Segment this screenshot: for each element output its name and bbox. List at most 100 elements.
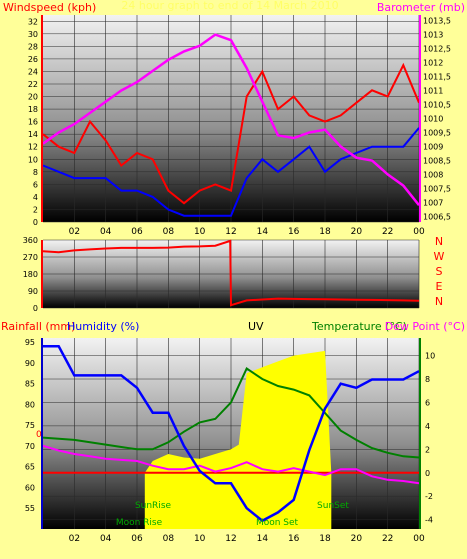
humidity-tick: 55 (25, 504, 35, 513)
x-tick-label: 14 (257, 227, 269, 237)
temperature-tick: 2 (425, 445, 430, 454)
temperature-tick: 6 (425, 398, 430, 407)
x-tick-label: 08 (163, 534, 175, 544)
wind-pressure-gridlines (43, 15, 420, 223)
x-tick-label: 06 (131, 227, 143, 237)
windspeed-tick: 20 (28, 93, 38, 102)
temperature-tick: 8 (425, 375, 430, 384)
barometer-tick: 1013,5 (423, 17, 451, 26)
barometer-tick: 1007,5 (423, 184, 451, 193)
windspeed-axis-label: Windspeed (kph) (3, 1, 96, 14)
x-tick-label: 12 (225, 534, 236, 544)
degree-tick: 0 (33, 304, 38, 313)
windspeed-tick: 10 (28, 155, 38, 164)
x-tick-label: 02 (69, 227, 80, 237)
degree-tick: 360 (23, 236, 38, 245)
windspeed-tick: 12 (28, 143, 38, 152)
sunrise-marker: SunRise (135, 501, 172, 511)
barometer-axis-label: Barometer (mb) (377, 1, 465, 14)
x-tick-label: 04 (100, 534, 112, 544)
barometer-tick: 1012 (423, 59, 443, 68)
windspeed-tick: 28 (28, 42, 38, 51)
x-tick-label: 18 (319, 227, 331, 237)
x-tick-label: 20 (351, 227, 363, 237)
barometer-tick: 1006,5 (423, 212, 451, 221)
temperature-tick-labels: -4 -2 0 2 4 6 8 10 (425, 352, 435, 525)
uv-area (144, 350, 332, 529)
compass-label: N (435, 235, 443, 248)
x-tick-label: 00 (413, 227, 425, 237)
x-tick-label: 16 (288, 227, 300, 237)
humidity-line (43, 345, 420, 523)
degree-tick: 90 (28, 287, 38, 296)
temperature-x-tick-labels: 02 04 06 08 10 12 14 16 18 20 22 00 (69, 534, 425, 544)
humidity-tick: 80 (25, 400, 35, 409)
windspeed-tick: 22 (28, 80, 38, 89)
humidity-tick: 75 (25, 421, 35, 430)
windspeed-tick: 4 (33, 193, 38, 202)
x-tick-label: 22 (382, 227, 393, 237)
barometer-tick: 1011,5 (423, 73, 451, 82)
barometer-tick: 1009,5 (423, 128, 451, 137)
barometer-tick: 1009 (423, 142, 443, 151)
wind-average-line (42, 127, 420, 217)
windspeed-tick: 26 (28, 55, 38, 64)
windspeed-tick: 6 (33, 180, 38, 189)
x-tick-label: 02 (69, 534, 80, 544)
temperature-tick: -2 (425, 492, 433, 501)
humidity-tick: 70 (25, 442, 35, 451)
x-tick-label: 12 (225, 227, 236, 237)
x-tick-label: 18 (319, 534, 331, 544)
compass-label: W (434, 250, 445, 263)
temperature-line (42, 367, 420, 459)
barometer-tick: 1008 (423, 170, 443, 179)
wind-pressure-x-tick-labels: 02 04 06 08 10 12 14 16 18 20 22 00 (69, 227, 425, 237)
barometer-tick: 1013 (423, 31, 443, 40)
temperature-tick: 0 (425, 469, 430, 478)
compass-label: E (436, 280, 443, 293)
sunset-marker: SunSet (317, 501, 349, 511)
windspeed-tick: 8 (33, 168, 38, 177)
humidity-tick: 95 (25, 338, 35, 347)
x-tick-label: 08 (163, 227, 175, 237)
temperature-tick: 4 (425, 422, 430, 431)
windspeed-tick: 2 (33, 205, 38, 214)
x-tick-label: 04 (100, 227, 112, 237)
temperature-series (42, 345, 420, 529)
x-tick-label: 00 (413, 534, 425, 544)
moonrise-marker: Moon Rise (116, 518, 163, 528)
temperature-axis-label: Temperature (°C) (311, 320, 407, 333)
x-tick-label: 10 (194, 534, 206, 544)
moonset-marker: Moon Set (256, 518, 299, 528)
humidity-tick: 85 (25, 380, 35, 389)
uv-axis-label: UV (248, 320, 264, 333)
barometer-tick: 1010 (423, 115, 443, 124)
windspeed-tick: 24 (28, 67, 38, 76)
windspeed-tick: 18 (28, 105, 38, 114)
x-tick-label: 16 (288, 534, 300, 544)
windspeed-tick: 32 (28, 17, 38, 26)
x-tick-label: 06 (131, 534, 143, 544)
wind-direction-line (42, 239, 420, 307)
windspeed-tick: 30 (28, 30, 38, 39)
wind-direction-series (42, 239, 420, 307)
barometer-tick: 1012,5 (423, 45, 451, 54)
x-tick-label: 22 (382, 534, 393, 544)
humidity-tick: 90 (25, 359, 35, 368)
barometer-tick: 1007 (423, 198, 443, 207)
temperature-tick: -4 (425, 516, 433, 525)
degree-tick: 270 (23, 253, 38, 262)
degree-tick: 180 (23, 270, 38, 279)
windspeed-tick: 14 (28, 130, 38, 139)
humidity-tick-labels: 55 60 65 70 75 80 85 90 95 (25, 338, 35, 513)
rainfall-axis-label: Rainfall (mm) (1, 320, 75, 333)
humidity-tick: 65 (25, 463, 35, 472)
humidity-axis-label: Humidity (%) (67, 320, 139, 333)
wind-pressure-series (42, 33, 420, 217)
chart-title: 24 hour graph to end of 14 March 2010 (121, 0, 338, 12)
x-tick-label: 10 (194, 227, 206, 237)
barometer-tick: 1010,5 (423, 101, 451, 110)
